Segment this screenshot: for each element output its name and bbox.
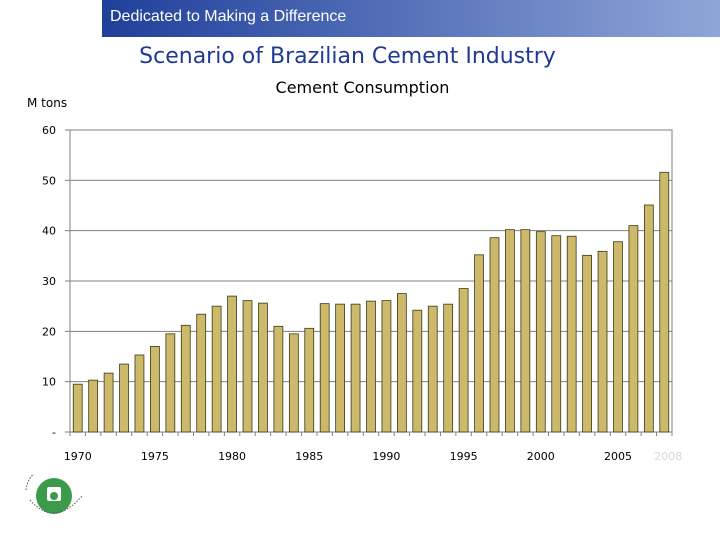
bar bbox=[211, 305, 222, 433]
y-tick-label: 20 bbox=[42, 325, 56, 338]
x-tick-label: 2000 bbox=[527, 450, 555, 463]
bar bbox=[474, 254, 484, 433]
bar bbox=[520, 229, 531, 433]
bar bbox=[335, 303, 346, 433]
bar bbox=[165, 333, 176, 433]
bar bbox=[288, 333, 299, 433]
bar bbox=[119, 363, 129, 433]
y-tick-label: - bbox=[52, 426, 56, 439]
banner-text: Dedicated to Making a Difference bbox=[110, 8, 347, 25]
bar bbox=[597, 250, 608, 433]
bar bbox=[551, 235, 562, 433]
header-banner: Dedicated to Making a Difference bbox=[102, 0, 720, 37]
x-tick-label: 2008 bbox=[654, 450, 682, 463]
bar bbox=[381, 300, 392, 433]
y-tick-label: 60 bbox=[42, 124, 56, 137]
y-tick-label: 40 bbox=[42, 225, 56, 238]
bar bbox=[227, 295, 237, 433]
bar bbox=[72, 383, 83, 433]
bar bbox=[643, 204, 654, 433]
y-tick-label: 30 bbox=[42, 275, 56, 288]
bar bbox=[566, 235, 577, 433]
y-axis-label: M tons bbox=[27, 96, 68, 110]
bar bbox=[427, 305, 438, 433]
bar bbox=[628, 225, 639, 433]
bar bbox=[350, 303, 361, 433]
x-tick-label: 1975 bbox=[141, 450, 169, 463]
bar bbox=[103, 372, 114, 433]
bar bbox=[582, 254, 592, 433]
bar bbox=[613, 241, 623, 433]
bar bbox=[535, 231, 546, 433]
bar bbox=[258, 302, 268, 433]
y-tick-label: 50 bbox=[42, 174, 56, 187]
bar bbox=[396, 293, 407, 433]
bar bbox=[443, 303, 454, 433]
bar bbox=[366, 300, 376, 433]
bar bbox=[319, 303, 330, 433]
bar bbox=[505, 229, 515, 433]
bar bbox=[412, 309, 423, 433]
x-tick-label: 1995 bbox=[450, 450, 478, 463]
bar bbox=[134, 354, 145, 433]
bar bbox=[304, 327, 315, 433]
slide-title: Scenario of Brazilian Cement Industry bbox=[139, 44, 556, 69]
x-tick-label: 1970 bbox=[64, 450, 92, 463]
bar bbox=[659, 171, 670, 433]
y-tick-label: 10 bbox=[42, 376, 56, 389]
bar bbox=[458, 288, 469, 433]
bar bbox=[88, 379, 99, 433]
bar bbox=[273, 325, 284, 433]
chart-title: Cement Consumption bbox=[275, 78, 450, 97]
x-tick-label: 2005 bbox=[604, 450, 632, 463]
bar bbox=[242, 300, 253, 433]
x-tick-label: 1980 bbox=[218, 450, 246, 463]
wbcsd-globe-logo-icon bbox=[25, 473, 83, 514]
bar bbox=[180, 324, 191, 433]
x-tick-label: 1990 bbox=[372, 450, 400, 463]
x-tick-label: 1985 bbox=[295, 450, 323, 463]
bar bbox=[150, 346, 160, 433]
bar bbox=[489, 237, 500, 433]
bar bbox=[196, 313, 207, 433]
